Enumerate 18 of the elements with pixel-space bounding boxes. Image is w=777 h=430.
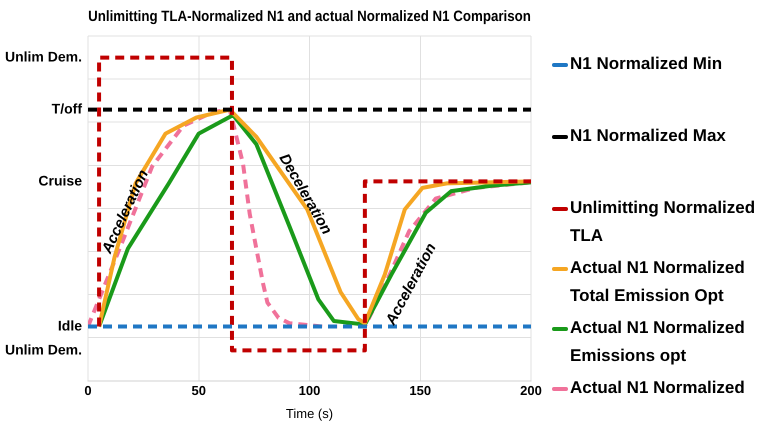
legend-label: Actual N1 Normalized Emissions opt bbox=[570, 317, 746, 367]
legend-label: N1 Normalized Min bbox=[570, 53, 722, 75]
x-tick-label: 150 bbox=[409, 383, 432, 398]
text: Cruise bbox=[38, 172, 82, 188]
x-tick-label: 100 bbox=[298, 383, 320, 398]
x-tick-label: 50 bbox=[192, 383, 206, 398]
annotation: Unlim Dem. bbox=[4, 48, 82, 65]
legend-label: Unlimitting Normalized TLA bbox=[570, 197, 756, 247]
x-tick-label: 200 bbox=[520, 383, 542, 398]
legend-label: Actual N1 Normalized Total Emission Opt bbox=[570, 257, 746, 307]
annotation: Idle bbox=[58, 317, 82, 334]
chart-title: Unlimitting TLA-Normalized N1 and actual Normalized N1 Comparison bbox=[88, 8, 531, 26]
annotation: T/off bbox=[52, 100, 82, 117]
x-axis-title: Time (s) bbox=[286, 406, 334, 421]
legend-label: Actual N1 Normalized bbox=[570, 377, 745, 399]
legend-label: N1 Normalized Max bbox=[570, 125, 726, 147]
text: Unlim Dem. bbox=[4, 341, 82, 358]
x-tick-label: 0 bbox=[84, 383, 92, 398]
